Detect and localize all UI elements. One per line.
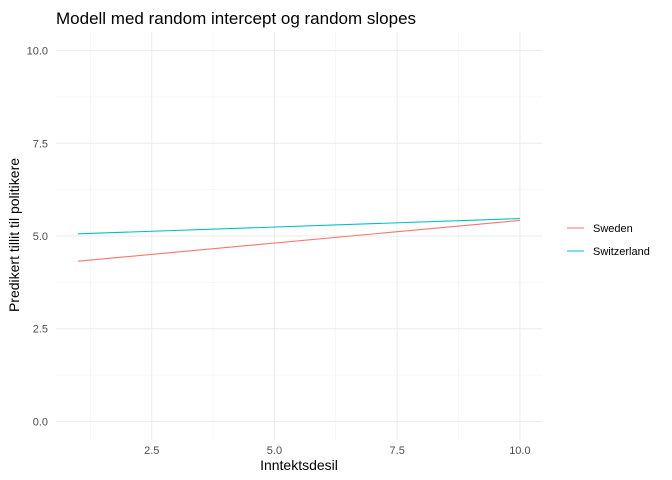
- y-tick-label: 10.0: [27, 46, 48, 58]
- y-axis-title: Predikert tillit til politikere: [6, 158, 22, 312]
- x-tick-label: 10.0: [509, 445, 530, 457]
- grid: [56, 32, 542, 440]
- x-tick-label: 7.5: [390, 445, 405, 457]
- legend: Sweden Switzerland: [567, 223, 650, 258]
- x-tick-label: 5.0: [267, 445, 282, 457]
- series-lines: [78, 218, 520, 262]
- y-tick-label: 0.0: [33, 416, 48, 428]
- y-tick-label: 5.0: [33, 231, 48, 243]
- legend-label-sweden: Sweden: [593, 223, 633, 235]
- series-line-switzerland: [78, 218, 520, 235]
- chart-title: Modell med random intercept og random sl…: [56, 9, 416, 28]
- legend-label-switzerland: Switzerland: [593, 246, 650, 258]
- series-line-sweden: [78, 219, 520, 262]
- x-tick-label: 2.5: [144, 445, 159, 457]
- x-axis-title: Inntektsdesil: [260, 457, 338, 473]
- y-tick-label: 7.5: [33, 138, 48, 150]
- tick-labels: 0.0 2.5 5.0 7.5 10.0 2.5 5.0 7.5 10.0: [27, 46, 531, 457]
- y-tick-label: 2.5: [33, 324, 48, 336]
